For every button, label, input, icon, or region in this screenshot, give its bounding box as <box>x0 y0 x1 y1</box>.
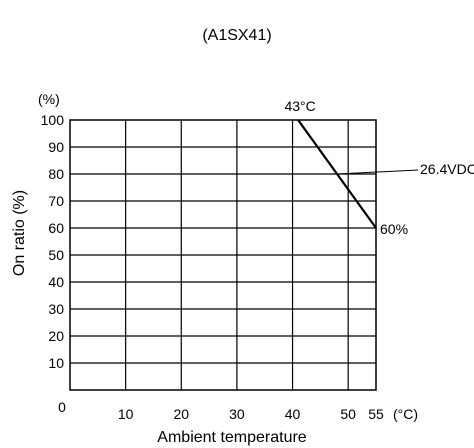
x-tick-label: 10 <box>118 406 134 422</box>
chart-title: (A1SX41) <box>202 27 271 44</box>
y-tick-label: 70 <box>48 193 64 209</box>
y-tick-label: 30 <box>48 301 64 317</box>
x-tick-label: 20 <box>173 406 189 422</box>
x-tick-label: 40 <box>285 406 301 422</box>
series-leader-line <box>337 169 419 175</box>
annotation-group: 26.4VDC 43°C 60% <box>284 98 474 237</box>
y-tick-label: 60 <box>48 220 64 236</box>
y-unit-label: (%) <box>38 91 60 107</box>
x-tick-label: 55 <box>368 406 384 422</box>
grid-lines <box>70 120 376 390</box>
x-tick-label: 50 <box>340 406 356 422</box>
x-tick-labels: 10 20 30 40 50 55 <box>118 406 384 422</box>
x-axis-title: Ambient temperature <box>157 429 307 446</box>
annotation-label: 43°C <box>284 98 315 114</box>
x-unit-label: (°C) <box>393 406 418 422</box>
origin-label: 0 <box>58 399 66 415</box>
y-tick-label: 90 <box>48 139 64 155</box>
y-tick-label: 100 <box>41 112 65 128</box>
y-tick-label: 50 <box>48 247 64 263</box>
y-tick-label: 10 <box>48 355 64 371</box>
series-label: 26.4VDC <box>420 161 474 177</box>
annotation-label: 60% <box>380 221 408 237</box>
y-tick-labels: 10 20 30 40 50 60 70 80 90 100 <box>41 112 65 371</box>
y-tick-label: 40 <box>48 274 64 290</box>
x-tick-label: 30 <box>229 406 245 422</box>
y-tick-label: 20 <box>48 328 64 344</box>
y-tick-label: 80 <box>48 166 64 182</box>
y-axis-title: On ratio (%) <box>11 190 28 276</box>
